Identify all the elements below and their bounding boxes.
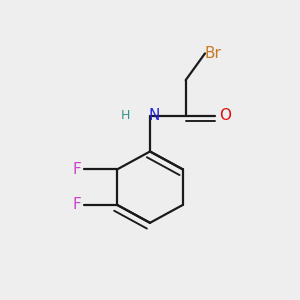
Text: F: F: [72, 197, 81, 212]
Text: O: O: [219, 108, 231, 123]
Text: H: H: [121, 109, 130, 122]
Text: Br: Br: [205, 46, 222, 61]
Text: F: F: [72, 162, 81, 177]
Text: N: N: [148, 108, 160, 123]
